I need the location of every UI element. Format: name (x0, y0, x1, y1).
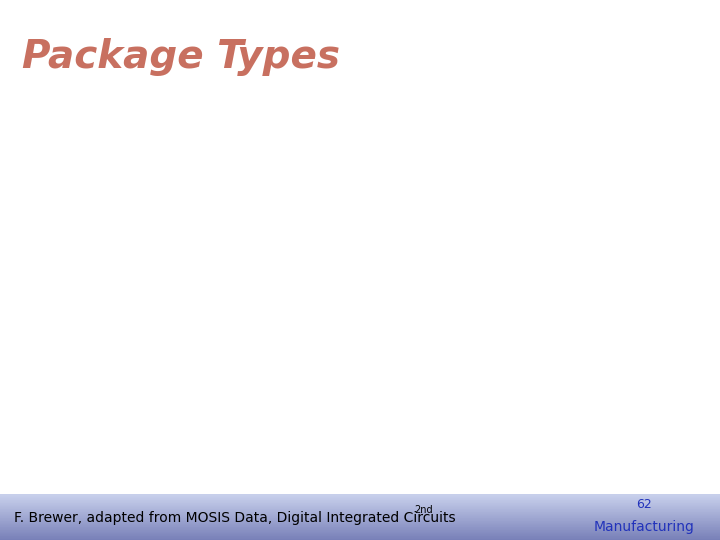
Bar (0, 521, 720, 522)
Bar (0, 539, 720, 540)
Bar (0, 497, 720, 498)
Bar (0, 504, 720, 505)
Bar (0, 508, 720, 509)
Bar (0, 503, 720, 504)
Bar (0, 505, 720, 507)
Bar (0, 525, 720, 526)
Bar (0, 534, 720, 536)
Bar (0, 524, 720, 526)
Bar (0, 530, 720, 531)
Bar (0, 502, 720, 503)
Bar (0, 523, 720, 524)
Bar (0, 532, 720, 534)
Bar (0, 495, 720, 496)
Bar (0, 526, 720, 528)
Bar (0, 532, 720, 534)
Bar (0, 524, 720, 525)
Bar (0, 528, 720, 530)
Bar (0, 536, 720, 537)
Bar (0, 516, 720, 517)
Bar (0, 518, 720, 519)
Text: Package Types: Package Types (22, 38, 340, 76)
Bar (0, 510, 720, 511)
Bar (0, 529, 720, 530)
Text: 2nd: 2nd (415, 505, 433, 515)
Bar (0, 535, 720, 536)
Bar (0, 507, 720, 508)
Bar (0, 530, 720, 532)
Text: 62: 62 (636, 498, 652, 511)
Bar (0, 495, 720, 496)
Bar (0, 522, 720, 523)
Bar (0, 501, 720, 502)
Bar (0, 496, 720, 497)
Bar (0, 505, 720, 507)
Bar (0, 501, 720, 503)
Bar (0, 499, 720, 500)
Bar (0, 503, 720, 505)
Bar (0, 498, 720, 500)
Bar (0, 513, 720, 515)
Text: F. Brewer, adapted from MOSIS Data, Digital Integrated Circuits: F. Brewer, adapted from MOSIS Data, Digi… (14, 511, 456, 525)
Bar (0, 512, 720, 514)
Bar (0, 528, 720, 529)
Bar (0, 509, 720, 510)
Bar (0, 536, 720, 538)
Bar (0, 537, 720, 538)
Bar (0, 507, 720, 509)
Bar (0, 526, 720, 527)
Bar (0, 500, 720, 501)
Bar (0, 515, 720, 516)
Bar (0, 531, 720, 532)
Bar (0, 519, 720, 521)
Bar (0, 516, 720, 517)
Bar (0, 511, 720, 512)
Bar (0, 497, 720, 499)
Bar (0, 520, 720, 521)
Bar (0, 522, 720, 523)
Bar (0, 512, 720, 513)
Bar (0, 538, 720, 539)
Text: Manufacturing: Manufacturing (594, 521, 695, 535)
Bar (0, 534, 720, 535)
Bar (0, 509, 720, 511)
Bar (0, 517, 720, 518)
Bar (0, 518, 720, 519)
Bar (0, 514, 720, 515)
